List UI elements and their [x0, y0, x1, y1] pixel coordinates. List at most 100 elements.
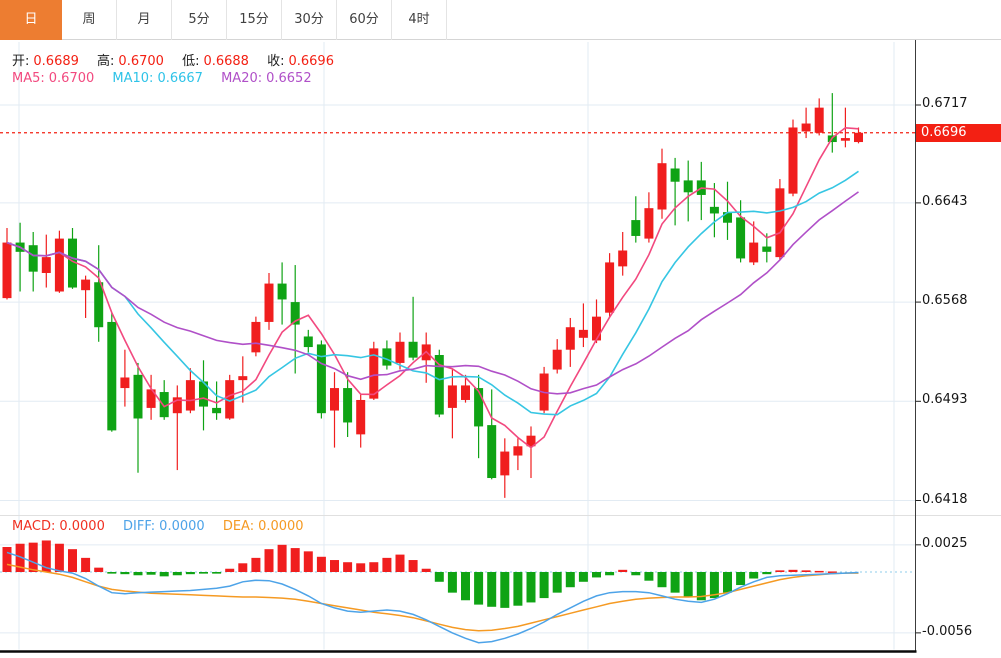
macd-bar [264, 549, 274, 572]
macd-bar [487, 572, 497, 607]
macd-bar [54, 543, 64, 572]
macd-bar [775, 570, 785, 572]
price-axis-label: 0.6418 [922, 491, 968, 507]
macd-bar [461, 572, 470, 601]
ma20-line [6, 191, 859, 395]
low-value: 0.6688 [203, 54, 249, 69]
candle-body [631, 220, 641, 236]
macd-bar [68, 549, 77, 572]
macd-bar [356, 563, 366, 572]
candle-body [605, 262, 615, 313]
diff-value: 0.0000 [159, 519, 205, 534]
candle-body [552, 349, 562, 370]
macd-bar [15, 543, 25, 572]
candle-body [133, 374, 143, 419]
macd-bar [133, 572, 143, 576]
macd-bar [81, 557, 91, 572]
high-label: 高: [97, 54, 115, 69]
candle-body [28, 245, 38, 272]
macd-bar [172, 572, 182, 576]
candle-body [408, 341, 418, 358]
open-value: 0.6689 [33, 54, 79, 69]
tab-month[interactable]: 月 [117, 0, 172, 40]
open-label: 开: [12, 54, 30, 69]
price-axis-label: 0.6643 [922, 193, 968, 209]
macd-axis-label: 0.0025 [922, 535, 968, 551]
candle-body [840, 138, 850, 141]
ma5-value: 0.6700 [48, 71, 95, 86]
candle-body [565, 327, 575, 350]
candle-body [94, 282, 104, 328]
dea-value: 0.0000 [258, 519, 304, 534]
candle-body [251, 321, 261, 353]
macd-bar [382, 557, 392, 572]
macd-bar [185, 572, 195, 575]
candle-body [683, 180, 693, 193]
macd-bar [657, 572, 667, 588]
macd-bar [827, 571, 837, 573]
tab-30min[interactable]: 30分 [282, 0, 337, 40]
candle-body [146, 389, 156, 408]
candle-body [316, 344, 326, 414]
macd-bar [395, 554, 405, 572]
candle-body [814, 107, 824, 133]
candle-body [513, 446, 523, 456]
macd-bar [447, 572, 457, 593]
price-axis-label: 0.6568 [922, 293, 968, 309]
macd-bar [683, 572, 693, 598]
macd-bar [762, 572, 772, 575]
high-value: 0.6700 [118, 54, 164, 69]
ma20-label: MA20: [221, 71, 263, 86]
ohlc-readout: 开: 0.6689 高: 0.6700 低: 0.6688 收: 0.6696 [12, 50, 338, 69]
tab-day[interactable]: 日 [0, 0, 62, 40]
candle-body [277, 283, 287, 300]
macd-axis-label: -0.0056 [922, 623, 973, 639]
macd-bar [225, 568, 235, 572]
candle-body [657, 163, 667, 210]
candle-body [382, 348, 392, 366]
ma10-label: MA10: [112, 71, 154, 86]
candle-body [212, 407, 222, 414]
candle-body [303, 336, 313, 348]
macd-bar [736, 572, 746, 586]
macd-bar [238, 563, 248, 572]
tab-60min[interactable]: 60分 [337, 0, 392, 40]
tab-5min[interactable]: 5分 [172, 0, 227, 40]
macd-bar [146, 572, 156, 575]
macd-bar [696, 572, 706, 601]
macd-bar [788, 569, 798, 572]
candle-body [54, 238, 64, 292]
tab-15min[interactable]: 15分 [227, 0, 282, 40]
candle-body [618, 250, 628, 267]
candle-body [172, 397, 182, 414]
macd-bar [618, 569, 628, 572]
candle-body [68, 238, 77, 288]
candle-body [644, 208, 654, 239]
macd-value: 0.0000 [59, 519, 105, 534]
macd-bar [552, 572, 562, 593]
macd-bar [94, 567, 104, 572]
candle-body [264, 283, 274, 322]
tab-4hour[interactable]: 4时 [392, 0, 447, 40]
macd-bar [723, 572, 732, 593]
macd-bar [565, 572, 575, 588]
macd-bar [592, 572, 601, 578]
macd-bar [801, 570, 811, 572]
macd-bar [343, 562, 353, 572]
macd-bar [290, 548, 300, 572]
tab-week[interactable]: 周 [62, 0, 117, 40]
candle-body [474, 388, 484, 427]
candle-body [709, 206, 719, 214]
candle-body [592, 316, 601, 341]
ma10-value: 0.6667 [157, 71, 203, 86]
macd-bar [526, 572, 536, 603]
close-value: 0.6696 [288, 54, 334, 69]
candle-body [225, 380, 235, 419]
candle-body [238, 376, 248, 381]
candle-body [749, 242, 759, 263]
candle-body [199, 381, 208, 407]
last-price-badge: 0.6696 [916, 123, 1001, 142]
candle-body [762, 246, 772, 252]
macd-bar [408, 560, 418, 572]
